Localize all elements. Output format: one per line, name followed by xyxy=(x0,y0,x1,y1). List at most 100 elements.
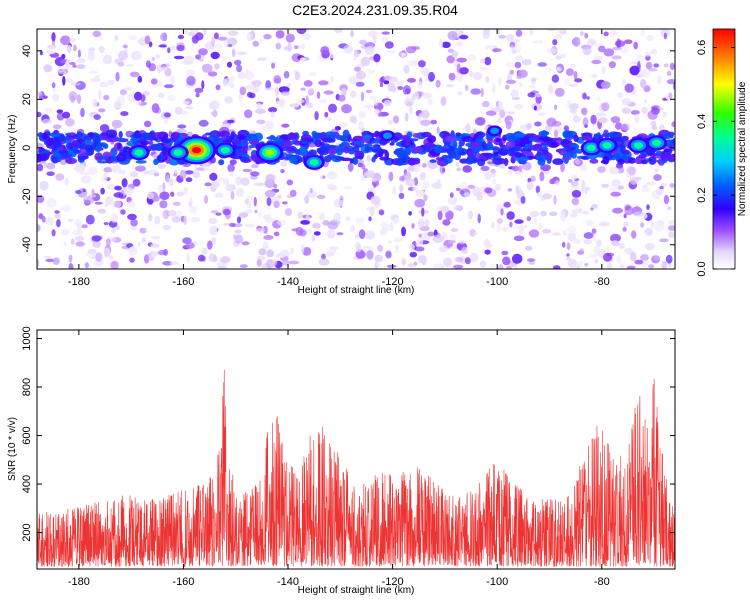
spectrogram-cell xyxy=(210,51,220,60)
spectrogram-cell xyxy=(574,78,583,83)
spectrogram-cell xyxy=(224,96,233,104)
spectrogram-cell xyxy=(647,110,658,120)
spectrogram-hotspot xyxy=(134,149,144,156)
spectrogram-cell xyxy=(239,86,247,96)
spectrogram-cell xyxy=(130,219,138,227)
spectrogram-cell xyxy=(643,99,648,104)
spectrogram-cell xyxy=(51,82,56,89)
spectrogram-cell xyxy=(83,196,94,205)
spectrogram-cell xyxy=(574,159,581,165)
spectrogram-cell xyxy=(667,225,675,231)
spectrogram-band-cell xyxy=(92,133,100,143)
spectrogram-cell xyxy=(521,58,532,66)
spectrogram-cell xyxy=(249,171,260,177)
spectrogram-cell xyxy=(245,84,253,91)
spectrogram-hotspot xyxy=(309,159,319,166)
spectrogram-cell xyxy=(176,44,185,52)
spectrogram-cell xyxy=(505,120,512,130)
spectrogram-panel: -180 -160 -140 -120 -100 -80 -40 -20 0 20 40 Heigh… xyxy=(7,28,676,296)
spectrogram-cell xyxy=(630,61,639,65)
snr-axes: -180 -160 -140 -120 -100 -80 200 400 600 800 1000 xyxy=(21,326,676,588)
spectrogram-cell xyxy=(492,48,502,52)
spectrogram-cell xyxy=(216,192,223,197)
spectrogram-cell xyxy=(254,209,258,214)
spectrogram-cell xyxy=(320,46,330,55)
spectrogram-cell xyxy=(43,162,47,168)
spectrogram-cell xyxy=(263,33,272,40)
spectrogram-cell xyxy=(645,181,656,186)
spectrogram-cell xyxy=(127,200,136,209)
spectrogram-cell xyxy=(509,69,515,75)
spectrogram-cell xyxy=(556,29,565,34)
spectrogram-cell xyxy=(214,63,220,70)
spectrogram-cell xyxy=(227,61,232,68)
spectrogram-cell xyxy=(624,247,634,255)
colorbar-tick-label: 0.0 xyxy=(696,261,708,276)
spectrogram-band-cell xyxy=(335,134,344,141)
spectrogram-band-cell xyxy=(329,136,336,143)
snr-frame xyxy=(36,329,676,570)
spectrogram-cell xyxy=(640,29,645,37)
spectrogram-cell xyxy=(130,171,139,178)
spectrogram-cell xyxy=(201,63,213,73)
spectrogram-cell xyxy=(271,62,276,69)
spectrogram-cell xyxy=(245,223,255,228)
spectrogram-band-cell xyxy=(499,142,504,147)
spectrogram-cell xyxy=(61,53,66,59)
spectrogram-cell xyxy=(663,63,669,68)
spectrogram-cell xyxy=(113,192,124,198)
spectrogram-band-cell xyxy=(132,131,142,139)
spectrogram-cell xyxy=(93,114,101,120)
spectrogram-cell xyxy=(358,111,367,118)
spectrogram-cell xyxy=(198,119,209,127)
spectrogram-cell xyxy=(62,75,66,86)
spectrogram-cell xyxy=(80,171,91,176)
spectrogram-cell xyxy=(436,179,441,184)
spectrogram-band-cell xyxy=(589,158,599,164)
spectrogram-cell xyxy=(403,171,412,181)
spectrogram-cell xyxy=(361,164,366,170)
spectrogram-cell xyxy=(621,79,627,86)
spectrogram-cell xyxy=(241,241,250,246)
spectrogram-cell xyxy=(127,213,137,221)
spectrogram-cell xyxy=(409,243,415,253)
spectrogram-cell xyxy=(307,88,315,96)
spectrogram-cell xyxy=(414,246,425,252)
spectrogram-cell xyxy=(281,201,288,205)
spectrogram-cell xyxy=(569,264,578,269)
spectrogram-axes: -180 -160 -140 -120 -100 -80 -40 -20 0 20 40 xyxy=(21,28,676,288)
spectrogram-cell xyxy=(421,163,427,168)
spectrogram-cell xyxy=(129,71,140,78)
spectrogram-cell xyxy=(443,257,453,267)
spectrogram-band-cell xyxy=(326,154,337,159)
spectrogram-cell xyxy=(328,185,338,191)
spectrogram-cell xyxy=(155,54,160,59)
spectrogram-cell xyxy=(212,255,218,263)
spectrogram-cell xyxy=(167,94,176,102)
spectrogram-cell xyxy=(68,254,73,263)
spectrogram-band-cell xyxy=(667,139,673,144)
spectrogram-cell xyxy=(258,211,262,218)
spectrogram-band-cell xyxy=(73,149,82,154)
spectrogram-cell xyxy=(387,240,392,244)
spectrogram-cell xyxy=(368,216,372,222)
spectrogram-cell xyxy=(120,111,129,117)
spectrogram-cell xyxy=(461,246,469,254)
spectrogram-cell xyxy=(141,237,146,243)
spectrogram-cell xyxy=(514,219,524,224)
spectrogram-band-cell xyxy=(155,144,163,152)
spectrogram-cell xyxy=(610,116,621,124)
spectrogram-band-cell xyxy=(37,132,44,138)
spectrogram-band-cell xyxy=(141,132,153,141)
spectrogram-cell xyxy=(583,232,594,239)
spectrogram-cell xyxy=(277,194,282,199)
spectrogram-cell xyxy=(228,171,234,177)
spectrogram-cell xyxy=(528,261,536,265)
spectrogram-cell xyxy=(386,264,397,268)
spectrogram-cell xyxy=(659,238,669,243)
spectrogram-cell xyxy=(271,258,278,266)
spectrogram-cell xyxy=(634,259,644,265)
spectrogram-cell xyxy=(514,55,523,61)
spectrogram-band-cell xyxy=(601,133,614,138)
spectrogram-cell xyxy=(80,175,92,184)
